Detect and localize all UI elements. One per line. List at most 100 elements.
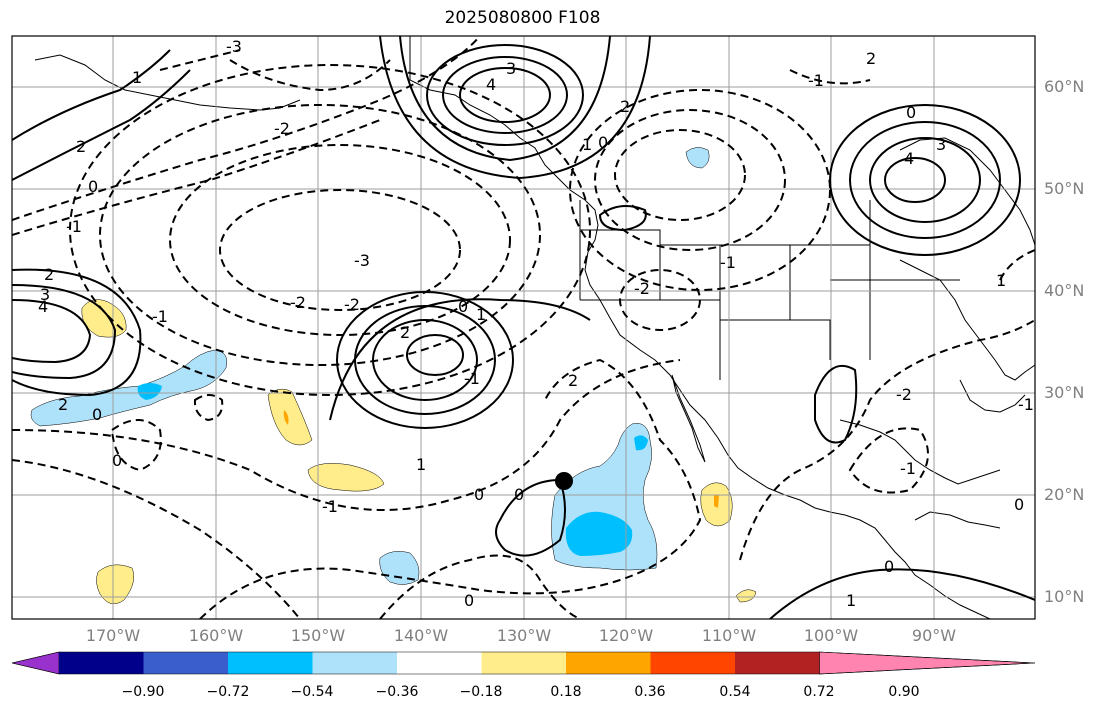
colorbar-tick: 0.18 xyxy=(550,684,582,700)
contour-labels: 3 4 2 1 0 -1 -2 -3 4 3 2 1 0 2 -2 -3 -2 … xyxy=(38,37,1034,610)
negative-contours xyxy=(12,36,1035,619)
colorbar-swatch xyxy=(143,652,228,674)
contour-label: -2 xyxy=(290,293,306,312)
negative-anomaly-area xyxy=(685,147,710,169)
contour-label: 0 xyxy=(474,485,484,504)
contour-label: 1 xyxy=(416,455,426,474)
colorbar-extend-high xyxy=(819,651,1036,675)
contour-label: 3 xyxy=(936,135,946,154)
contour-label: 1 xyxy=(846,591,856,610)
colorbar-tick: −0.18 xyxy=(459,684,503,700)
colorbar-swatch xyxy=(735,652,820,674)
contour-label: 3 xyxy=(40,285,50,304)
contour-label: 0 xyxy=(514,485,524,504)
lon-label: 120°W xyxy=(598,626,654,645)
lat-label: 20°N xyxy=(1044,485,1085,504)
positive-contours xyxy=(12,36,1035,619)
contour-label: 0 xyxy=(464,591,474,610)
lat-label: 40°N xyxy=(1044,281,1085,300)
contour-label: -1 xyxy=(464,369,480,388)
lat-label: 50°N xyxy=(1044,179,1085,198)
colorbar-tick: −0.90 xyxy=(121,684,165,700)
map-frame xyxy=(11,35,1036,620)
contour-label: 2 xyxy=(44,265,54,284)
contour-label: 2 xyxy=(866,49,876,68)
contour-label: -1 xyxy=(322,497,338,516)
colorbar-swatch xyxy=(59,652,144,674)
positive-anomaly-area xyxy=(96,564,134,605)
contour-label: 0 xyxy=(92,405,102,424)
contour-label: 0 xyxy=(458,297,468,316)
contour-label: 2 xyxy=(76,137,86,156)
colorbar-tick: 0.90 xyxy=(888,684,920,700)
contour-label: 1 xyxy=(476,305,486,324)
contour-label: 1 xyxy=(582,135,592,154)
contour-label: 3 xyxy=(506,59,516,78)
contour-label: -3 xyxy=(354,251,370,270)
negative-anomaly-area xyxy=(30,349,228,427)
contour-label: 4 xyxy=(486,75,496,94)
contour-label: -2 xyxy=(274,119,290,138)
positive-anomaly-core xyxy=(714,495,719,508)
colorbar-swatch xyxy=(397,652,482,674)
lon-label: 160°W xyxy=(188,626,244,645)
storm-center-marker xyxy=(555,472,573,490)
contour-label: 4 xyxy=(904,149,914,168)
colorbar-outline xyxy=(11,651,1036,675)
contour-label: 0 xyxy=(1014,495,1024,514)
colorbar-swatch xyxy=(481,652,566,674)
colorbar-tick: −0.54 xyxy=(290,684,334,700)
lon-label: 140°W xyxy=(393,626,449,645)
colorbar-swatch xyxy=(566,652,651,674)
colorbar-swatch xyxy=(228,652,313,674)
lon-label: 110°W xyxy=(701,626,757,645)
negative-anomaly-core xyxy=(565,511,633,556)
positive-anomaly-core xyxy=(283,410,289,425)
negative-anomaly-core xyxy=(137,383,162,400)
colorbar-extend-low xyxy=(11,651,60,675)
contour-label: -1 xyxy=(808,71,824,90)
contour-label: -1 xyxy=(720,253,736,272)
positive-anomaly-area xyxy=(735,589,757,603)
lon-label: 100°W xyxy=(803,626,859,645)
colorbar-swatch xyxy=(312,652,397,674)
contour-label: 2 xyxy=(58,395,68,414)
contour-label: -1 xyxy=(152,307,168,326)
contour-label: -2 xyxy=(634,279,650,298)
negative-anomaly-core xyxy=(634,435,648,451)
colorbar-tick: 0.36 xyxy=(634,684,666,700)
contour-label: 2 xyxy=(400,323,410,342)
contour-label: 0 xyxy=(112,451,122,470)
colorbar xyxy=(11,651,1036,675)
contour-label: -3 xyxy=(226,37,242,56)
contour-label: 0 xyxy=(906,103,916,122)
lon-label: 170°W xyxy=(85,626,141,645)
contour-label: 0 xyxy=(884,557,894,576)
lat-label: 30°N xyxy=(1044,383,1085,402)
contour-label: 4 xyxy=(38,297,48,316)
contour-label: 1 xyxy=(132,68,142,87)
contour-label: 0 xyxy=(88,177,98,196)
colorbar-swatch xyxy=(650,652,735,674)
graticule xyxy=(12,36,1035,619)
colorbar-tick: −0.72 xyxy=(206,684,250,700)
colorbar-tick: 0.72 xyxy=(803,684,835,700)
colorbar-tick: −0.36 xyxy=(375,684,419,700)
contour-label: -1 xyxy=(66,217,82,236)
colorbar-tick: 0.54 xyxy=(719,684,751,700)
lon-label: 130°W xyxy=(496,626,552,645)
contour-label: 2 xyxy=(620,97,630,116)
contour-label: 2 xyxy=(568,371,578,390)
map-title: 2025080800 F108 xyxy=(444,8,601,28)
positive-anomaly-area xyxy=(307,463,385,492)
shaded-fields xyxy=(30,147,757,605)
lon-label: 90°W xyxy=(911,626,957,645)
contour-label: 1 xyxy=(996,271,1006,290)
contour-label: 0 xyxy=(598,133,608,152)
lat-label: 10°N xyxy=(1044,587,1085,606)
contour-label: -2 xyxy=(896,385,912,404)
lon-label: 150°W xyxy=(290,626,346,645)
contour-label: -1 xyxy=(900,459,916,478)
contour-label: -2 xyxy=(344,295,360,314)
